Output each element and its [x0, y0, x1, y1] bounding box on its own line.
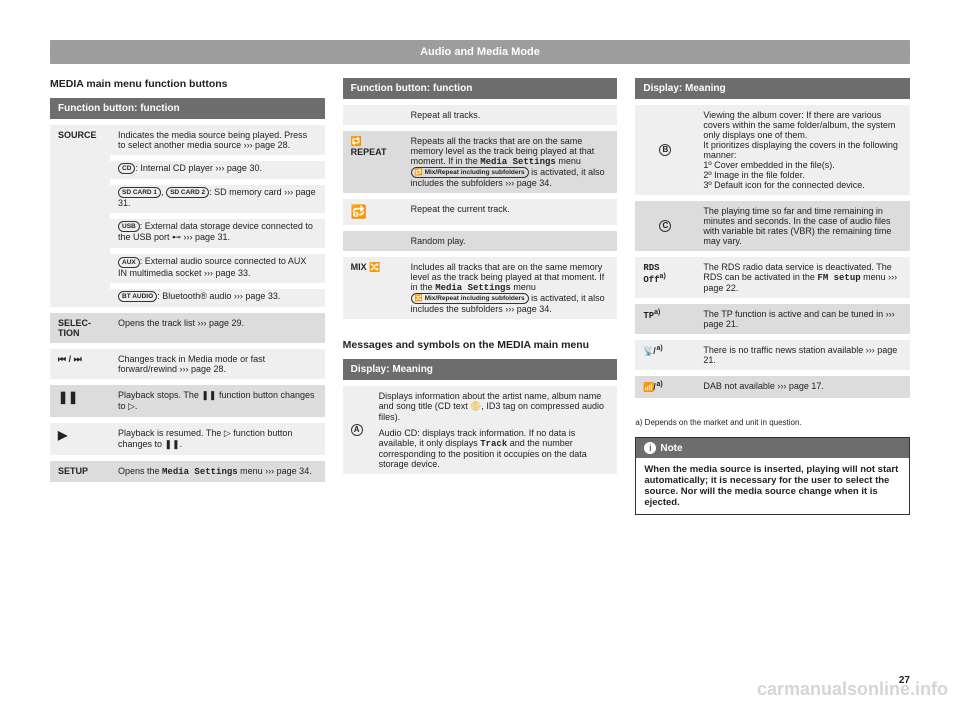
- note-box: i Note When the media source is inserted,…: [635, 437, 910, 515]
- column-3: Display: Meaning B Viewing the album cove…: [635, 78, 910, 515]
- nodab-icon: 📶̸: [643, 382, 654, 392]
- pause-text: Playback stops. The ❚❚ function button c…: [110, 382, 325, 420]
- C-text: The playing time so far and time remaini…: [695, 198, 910, 254]
- bt-pill: BT AUDIO: [118, 291, 157, 302]
- TP-text: The TP function is active and can be tun…: [695, 301, 910, 337]
- repeat-track-key: 🔂: [343, 196, 403, 228]
- source-sd: SD CARD 1, SD CARD 2: SD memory card ›››…: [110, 182, 325, 216]
- m-mono: Media Settings: [435, 283, 511, 293]
- cd-pill: CD: [118, 163, 135, 174]
- source-key: SOURCE: [50, 122, 110, 310]
- column-1: MEDIA main menu function buttons Functio…: [50, 78, 325, 515]
- source-usb: USB: External data storage device connec…: [110, 216, 325, 251]
- bt-text: : Bluetooth® audio ››› page 33.: [157, 291, 280, 301]
- TP-sup: a): [654, 309, 660, 316]
- usb-text: : External data storage device connected…: [118, 221, 313, 242]
- repeat-key: 🔁 REPEAT: [343, 128, 403, 196]
- C-key: C: [635, 198, 695, 254]
- B-circle-icon: B: [659, 144, 671, 156]
- A-p2: Audio CD: displays track information. If…: [379, 428, 610, 469]
- notraffic-key: 📡̸ a): [635, 337, 695, 373]
- random-text: Random play.: [403, 228, 618, 254]
- prev-key: ⏮ / ⏭: [50, 346, 110, 382]
- footnote: a) Depends on the market and unit in que…: [635, 418, 910, 427]
- A-key: A: [343, 383, 371, 477]
- setup-text: Opens the Media Settings menu ››› page 3…: [110, 458, 325, 485]
- RDS-text: The RDS radio data service is deactivate…: [695, 254, 910, 301]
- r-pill: 🔁 Mix/Repeat including subfolders: [411, 167, 529, 178]
- note-head: i Note: [636, 438, 909, 458]
- mix-text: Includes all tracks that are on the same…: [403, 254, 618, 322]
- A-mono: Track: [480, 439, 507, 449]
- aux-pill: AUX: [118, 257, 140, 268]
- repeat-all: Repeat all tracks.: [403, 102, 618, 128]
- repeat-text: Repeats all the tracks that are on the s…: [403, 128, 618, 196]
- aux-text: : External audio source connected to AUX…: [118, 256, 306, 277]
- r-b: menu: [556, 156, 581, 166]
- nodab-key: 📶̸ a): [635, 373, 695, 401]
- source-intro: Indicates the media source being played.…: [110, 122, 325, 158]
- repeat-all-key: [343, 102, 403, 128]
- B-text: Viewing the album cover: If there are va…: [695, 102, 910, 198]
- column-2: Function button: function Repeat all tra…: [343, 78, 618, 515]
- content-columns: MEDIA main menu function buttons Functio…: [50, 78, 910, 515]
- m-b: menu: [511, 282, 536, 292]
- play-text: Playback is resumed. The ▷ function butt…: [110, 420, 325, 458]
- col2-table2: Display: Meaning A Displays information …: [343, 359, 618, 480]
- B-key: B: [635, 102, 695, 198]
- col2-table1: Function button: function Repeat all tra…: [343, 78, 618, 325]
- A-p1: Displays information about the artist na…: [379, 391, 610, 422]
- col3-table: Display: Meaning B Viewing the album cove…: [635, 78, 910, 404]
- header-bar: Audio and Media Mode: [50, 40, 910, 64]
- sd2-pill: SD CARD 2: [166, 187, 209, 198]
- nt-sup: a): [655, 345, 663, 352]
- nd-sup: a): [655, 381, 663, 388]
- col1-title: MEDIA main menu function buttons: [50, 78, 325, 90]
- pause-key: ❚❚: [50, 382, 110, 420]
- setup-b: menu ››› page 34.: [238, 466, 312, 476]
- source-bt: BT AUDIO: Bluetooth® audio ››› page 33.: [110, 286, 325, 310]
- watermark: carmanualsonline.info: [757, 679, 948, 700]
- source-aux: AUX: External audio source connected to …: [110, 251, 325, 285]
- RDS-k: RDS Off: [643, 263, 659, 285]
- repeat-track-text: Repeat the current track.: [403, 196, 618, 228]
- random-key: [343, 228, 403, 254]
- TP-key: TPa): [635, 301, 695, 337]
- cd-text: : Internal CD player ››› page 30.: [135, 163, 262, 173]
- notraffic-text: There is no traffic news station availab…: [695, 337, 910, 373]
- nodab-text: DAB not available ››› page 17.: [695, 373, 910, 401]
- prev-text: Changes track in Media mode or fast forw…: [110, 346, 325, 382]
- col2-table2-header: Display: Meaning: [343, 359, 618, 383]
- r-mono: Media Settings: [480, 157, 556, 167]
- selection-key: SELEC-TION: [50, 310, 110, 346]
- sd1-pill: SD CARD 1: [118, 187, 161, 198]
- note-head-text: Note: [660, 443, 682, 454]
- col2-table1-header: Function button: function: [343, 78, 618, 102]
- selection-text: Opens the track list ››› page 29.: [110, 310, 325, 346]
- C-circle-icon: C: [659, 220, 671, 232]
- setup-mono: Media Settings: [162, 467, 238, 477]
- col2-title2: Messages and symbols on the MEDIA main m…: [343, 339, 618, 351]
- play-key: ▶: [50, 420, 110, 458]
- usb-pill: USB: [118, 221, 140, 232]
- col1-table: Function button: function SOURCE Indicat…: [50, 98, 325, 488]
- notraffic-icon: 📡̸: [643, 346, 654, 356]
- m-pill: 🔀 Mix/Repeat including subfolders: [411, 293, 529, 304]
- note-body: When the media source is inserted, playi…: [636, 458, 909, 514]
- mix-key: MIX 🔀: [343, 254, 403, 322]
- source-cd: CD: Internal CD player ››› page 30.: [110, 158, 325, 182]
- setup-key: SETUP: [50, 458, 110, 485]
- col1-table-header: Function button: function: [50, 98, 325, 122]
- RDS-sup: a): [660, 273, 666, 280]
- setup-a: Opens the: [118, 466, 162, 476]
- TP-k: TP: [643, 311, 654, 321]
- A-circle-icon: A: [351, 424, 363, 436]
- RDS-mono: FM setup: [817, 273, 860, 283]
- note-info-icon: i: [644, 442, 656, 454]
- RDS-key: RDS Offa): [635, 254, 695, 301]
- col3-table-header: Display: Meaning: [635, 78, 910, 102]
- A-text: Displays information about the artist na…: [371, 383, 618, 477]
